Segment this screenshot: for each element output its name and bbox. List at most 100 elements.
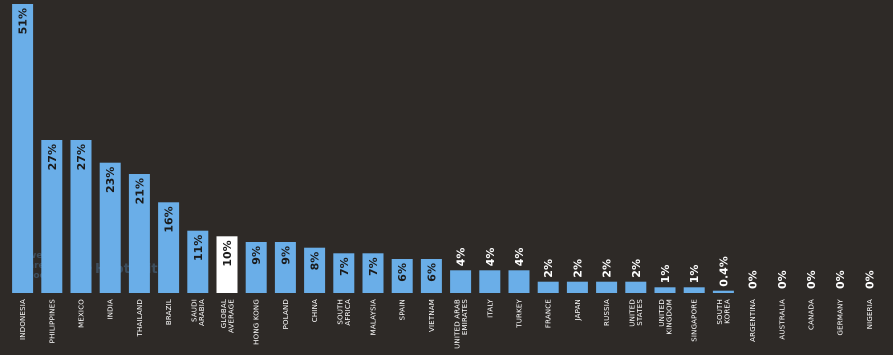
bar-united-states (625, 281, 647, 293)
bar-hong-kong (245, 242, 267, 293)
bar-south-korea (712, 290, 734, 293)
category-label-turkey: TURKEY (516, 298, 524, 328)
value-label-argentina: 0% (747, 270, 760, 289)
value-label-canada: 0% (805, 270, 818, 289)
bar-china (304, 247, 326, 293)
bar-mexico (70, 140, 92, 293)
value-label-russia: 2% (601, 259, 614, 278)
bar-france (537, 281, 559, 293)
value-label-thailand: 21% (133, 178, 146, 204)
category-label-indonesia: INDONESIA (19, 299, 27, 340)
category-label-russia: RUSSIA (603, 299, 611, 326)
category-label-japan: JAPAN (574, 299, 582, 322)
bar-japan (566, 281, 588, 293)
category-label-india: INDIA (107, 299, 115, 320)
bar-italy (479, 270, 501, 293)
bars-group (12, 4, 734, 293)
category-label-hong-kong: HONG KONG (253, 299, 261, 345)
category-label-global-average-line2: AVERAGE (227, 299, 235, 333)
value-label-china: 8% (309, 252, 322, 271)
category-label-poland: POLAND (282, 299, 290, 329)
value-label-turkey: 4% (513, 248, 526, 267)
category-label-saudi-arabia-line1: SAUDI (191, 299, 199, 322)
bar-indonesia (12, 4, 34, 293)
value-label-south-korea: 0.4% (717, 256, 730, 287)
value-label-australia: 0% (776, 270, 789, 289)
we-are-social-logo-line2: are (28, 261, 45, 271)
value-label-japan: 2% (571, 259, 584, 278)
bar-thailand (128, 174, 150, 293)
value-label-poland: 9% (279, 246, 292, 265)
category-label-united-arab-emirates-line1: UNITED ARAB (453, 299, 461, 349)
bar-philippines (41, 140, 63, 293)
category-label-mexico: MEXICO (78, 299, 86, 328)
bar-turkey (508, 270, 530, 293)
category-label-singapore: SINGAPORE (691, 299, 699, 342)
category-label-nigeria: NIGERIA (866, 299, 874, 329)
category-label-china: CHINA (311, 299, 319, 322)
value-label-india: 23% (104, 167, 117, 193)
category-label-canada: CANADA (808, 299, 816, 330)
value-label-germany: 0% (834, 270, 847, 289)
category-label-united-kingdom-line2: KINGDOM (665, 299, 673, 335)
category-label-philippines: PHILIPPINES (48, 299, 56, 344)
category-label-argentina: ARGENTINA (749, 299, 757, 342)
category-label-germany: GERMANY (837, 298, 845, 335)
category-label-united-arab-emirates-line2: EMIRATES (461, 299, 469, 335)
category-label-south-korea-line2: KOREA (724, 299, 732, 324)
chart-bottom-strip (0, 355, 893, 362)
category-label-malaysia: MALAYSIA (370, 299, 378, 335)
category-label-vietnam: VIETNAM (428, 299, 436, 332)
value-labels-group: 51% 27% 27% 23% 21% 16% 11% 10% 9% 9% 8% 7% 7% 6% 6% 4%… (17, 8, 877, 289)
bar-singapore (683, 287, 705, 293)
value-label-nigeria: 0% (863, 270, 876, 289)
we-are-social-logo-line1: we (28, 251, 42, 261)
category-label-brazil: BRAZIL (165, 299, 173, 325)
category-label-italy: ITALY (486, 298, 494, 317)
bar-malaysia (362, 253, 384, 293)
category-label-south-africa-line1: SOUTH (337, 299, 345, 325)
category-label-spain: SPAIN (399, 299, 407, 320)
value-label-spain: 6% (396, 263, 409, 282)
value-label-indonesia: 51% (17, 8, 30, 34)
bar-vietnam (420, 259, 442, 293)
value-label-united-states: 2% (630, 259, 643, 278)
category-label-thailand: THAILAND (136, 299, 144, 337)
category-label-australia: AUSTRALIA (778, 299, 786, 340)
value-label-south-africa: 7% (338, 257, 351, 276)
value-label-vietnam: 6% (425, 263, 438, 282)
bar-india (99, 162, 121, 293)
value-label-italy: 4% (484, 248, 497, 267)
category-labels-group: INDONESIA PHILIPPINES MEXICO INDIA THAILAND B… (19, 298, 874, 348)
value-label-global-average: 10% (221, 240, 234, 266)
bar-spain (391, 259, 413, 293)
value-label-united-kingdom: 1% (659, 265, 672, 284)
value-label-singapore: 1% (688, 265, 701, 284)
category-label-south-korea-line1: SOUTH (716, 299, 724, 325)
bar-poland (274, 242, 296, 293)
bar-united-kingdom (654, 287, 676, 293)
category-label-south-africa-line2: AFRICA (344, 299, 352, 326)
category-label-saudi-arabia-line2: ARABIA (198, 299, 206, 326)
value-label-hong-kong: 9% (250, 246, 263, 265)
value-label-saudi-arabia: 11% (192, 235, 205, 261)
bar-global-average (216, 236, 238, 293)
bar-brazil (158, 202, 180, 293)
value-label-philippines: 27% (46, 144, 59, 170)
value-label-mexico: 27% (75, 144, 88, 170)
bar-saudi-arabia (187, 230, 209, 293)
bar-south-africa (333, 253, 355, 293)
category-label-france: FRANCE (545, 299, 553, 328)
category-label-global-average-line1: GLOBAL (220, 299, 228, 328)
bar-united-arab-emirates (450, 270, 472, 293)
value-label-united-arab-emirates: 4% (455, 248, 468, 267)
bar-russia (596, 281, 618, 293)
value-label-brazil: 16% (163, 206, 176, 232)
category-label-united-states-line1: UNITED (629, 299, 637, 327)
value-label-france: 2% (542, 259, 555, 278)
category-label-united-states-line2: STATES (636, 299, 644, 326)
value-label-malaysia: 7% (367, 257, 380, 276)
category-label-united-kingdom-line1: UNITED (658, 299, 666, 327)
